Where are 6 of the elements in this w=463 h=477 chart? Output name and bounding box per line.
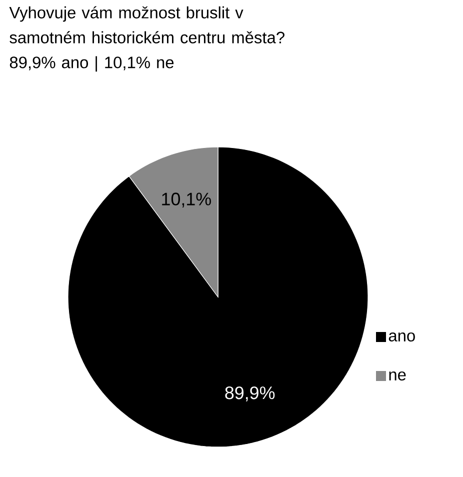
data-label: 10,1% (162, 192, 211, 208)
legend-label: ano (388, 332, 415, 342)
data-label: 89,9% (225, 386, 275, 402)
chart-subtitle: 89,9% ano | 10,1% ne (10, 56, 174, 72)
chart-title: Vyhovuje vám možnost bruslit v samotném historickém centru města? (9, 6, 284, 44)
legend-label: ne (389, 371, 406, 380)
